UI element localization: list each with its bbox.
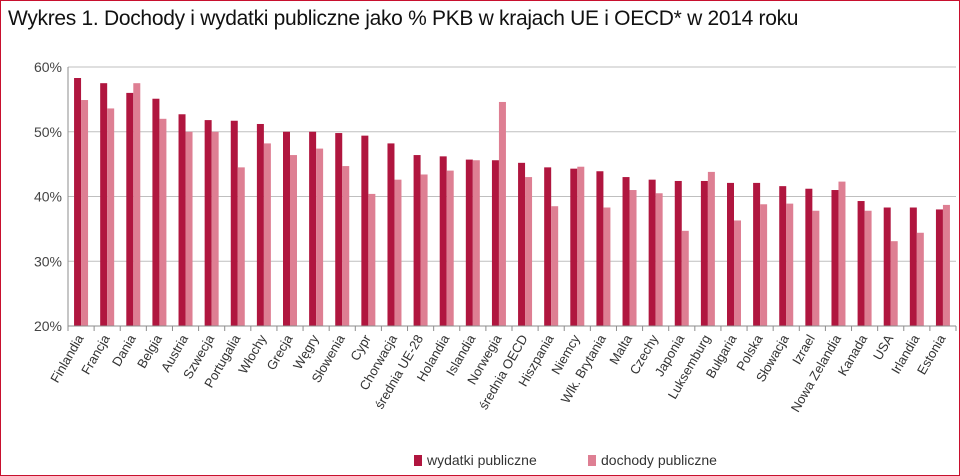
- bar-wydatki-15: [465, 159, 473, 326]
- bar-dochody-0: [81, 100, 89, 327]
- bar-dochody-10: [342, 166, 350, 326]
- y-tick-label: 30%: [34, 253, 62, 269]
- bar-wydatki-27: [779, 186, 787, 326]
- bar-wydatki-23: [674, 180, 682, 326]
- bar-dochody-15: [472, 160, 480, 326]
- bar-wydatki-1: [100, 83, 108, 326]
- bar-wydatki-32: [909, 207, 917, 326]
- x-tick-label: Cypr: [347, 331, 374, 363]
- bar-dochody-23: [681, 230, 689, 326]
- legend-swatch-wydatki: [414, 455, 422, 466]
- legend: wydatki publiczne dochody publiczne: [414, 452, 717, 468]
- bar-dochody-4: [185, 131, 193, 326]
- legend-label-dochody: dochody publiczne: [601, 452, 717, 468]
- bar-dochody-20: [603, 207, 611, 326]
- bar-dochody-12: [394, 179, 402, 326]
- bar-wydatki-11: [361, 135, 369, 326]
- bar-dochody-33: [942, 204, 950, 326]
- bar-dochody-27: [786, 203, 794, 326]
- bar-dochody-16: [498, 101, 506, 326]
- x-tick-label: Finlandia: [47, 331, 87, 385]
- x-tick-label: USA: [870, 332, 897, 363]
- bar-dochody-11: [368, 193, 376, 326]
- bar-dochody-2: [133, 83, 141, 326]
- bar-wydatki-30: [857, 201, 865, 326]
- bar-dochody-30: [864, 210, 872, 326]
- y-tick-label: 60%: [34, 59, 62, 75]
- bar-wydatki-26: [753, 182, 761, 326]
- bar-wydatki-19: [570, 168, 578, 326]
- bar-dochody-22: [655, 193, 663, 326]
- bar-wydatki-13: [413, 155, 421, 326]
- bar-wydatki-20: [596, 171, 604, 326]
- bar-wydatki-14: [439, 156, 447, 326]
- bar-wydatki-6: [230, 120, 238, 327]
- y-tick-label: 20%: [34, 318, 62, 334]
- bar-dochody-31: [890, 241, 898, 326]
- bar-wydatki-17: [518, 162, 526, 326]
- bar-wydatki-28: [805, 188, 813, 326]
- bar-dochody-19: [577, 166, 585, 326]
- y-tick-label: 50%: [34, 124, 62, 140]
- y-tick-labels: 20% 30% 40% 50% 60%: [34, 59, 62, 334]
- bar-wydatki-5: [204, 120, 212, 326]
- bar-wydatki-10: [335, 133, 343, 326]
- bar-wydatki-2: [126, 92, 134, 327]
- bar-dochody-6: [237, 167, 245, 326]
- bar-wydatki-9: [309, 131, 317, 326]
- bar-dochody-28: [812, 210, 820, 326]
- bar-dochody-9: [316, 148, 324, 326]
- bar-dochody-17: [525, 177, 533, 326]
- bar-wydatki-16: [491, 160, 499, 326]
- bar-dochody-8: [290, 155, 297, 326]
- bar-dochody-13: [420, 174, 428, 326]
- bar-dochody-29: [838, 181, 846, 326]
- axes: [67, 67, 957, 331]
- bar-wydatki-25: [727, 182, 734, 326]
- bar-wydatki-4: [178, 114, 186, 326]
- bar-dochody-21: [629, 190, 637, 326]
- bar-dochody-7: [263, 143, 271, 326]
- bar-wydatki-8: [283, 131, 290, 326]
- gridlines: [68, 66, 956, 262]
- bar-wydatki-0: [74, 78, 82, 326]
- bar-wydatki-31: [883, 207, 891, 326]
- bar-dochody-32: [916, 232, 924, 326]
- legend-swatch-dochody: [588, 455, 596, 466]
- bar-wydatki-18: [544, 167, 552, 326]
- bar-wydatki-12: [387, 143, 395, 326]
- bar-wydatki-22: [648, 179, 656, 326]
- x-tick-label: Nowa Zelandia: [788, 331, 845, 414]
- bar-dochody-5: [211, 131, 219, 326]
- bar-dochody-24: [707, 171, 715, 326]
- bar-wydatki-29: [831, 190, 839, 326]
- bar-dochody-3: [159, 118, 167, 326]
- x-tick-labels: FinlandiaFrancjaDaniaBelgiaAustriaSzwecj…: [47, 331, 949, 414]
- bar-dochody-26: [760, 204, 768, 326]
- legend-label-wydatki: wydatki publiczne: [426, 452, 537, 468]
- y-tick-label: 40%: [34, 189, 62, 205]
- bar-dochody-1: [107, 108, 115, 326]
- bar-wydatki-24: [700, 180, 708, 326]
- x-tick-label: Grecja: [263, 331, 296, 372]
- bar-dochody-14: [446, 170, 454, 326]
- bar-wydatki-21: [622, 177, 630, 326]
- bar-wydatki-7: [256, 123, 264, 326]
- bar-wydatki-33: [935, 209, 943, 326]
- bar-dochody-25: [734, 220, 741, 326]
- bar-dochody-18: [551, 206, 559, 326]
- bar-wydatki-3: [152, 98, 160, 326]
- bars: [74, 78, 950, 327]
- chart-title: Wykres 1. Dochody i wydatki publiczne ja…: [8, 7, 799, 30]
